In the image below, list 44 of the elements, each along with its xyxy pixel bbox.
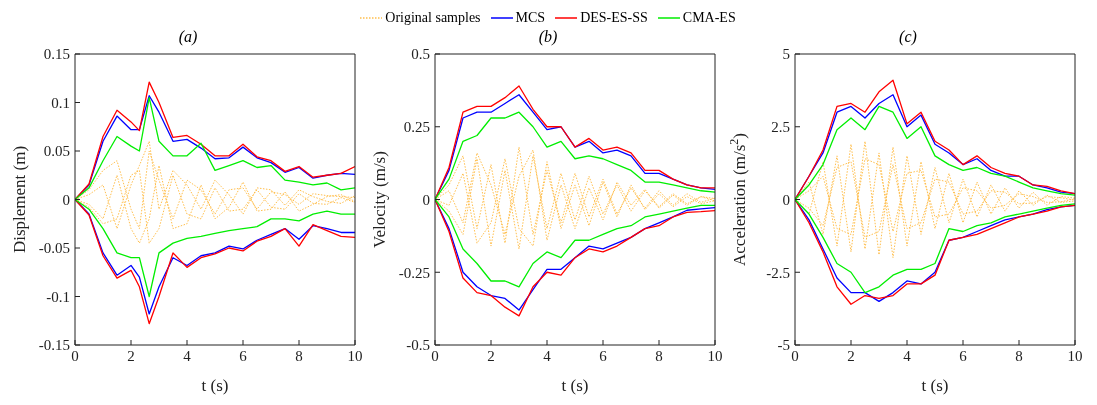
x-tick-label: 2 bbox=[127, 347, 135, 364]
y-tick-label: -0.05 bbox=[38, 240, 70, 257]
y-tick-label: 0 bbox=[782, 191, 790, 208]
x-tick-label: 6 bbox=[959, 347, 968, 364]
x-tick-label: 10 bbox=[347, 347, 363, 364]
x-tick-label: 10 bbox=[1067, 347, 1083, 364]
x-tick-label: 2 bbox=[847, 347, 855, 364]
y-tick-label: 0.15 bbox=[43, 46, 70, 63]
chart-title: (a) bbox=[177, 28, 199, 48]
y-tick-label: 5 bbox=[782, 46, 790, 63]
x-axis-title: t (s) bbox=[921, 376, 949, 395]
y-axis-title: Displement (m) bbox=[10, 145, 29, 254]
x-tick-label: 4 bbox=[183, 347, 192, 364]
y-tick-label: 2.5 bbox=[771, 119, 790, 136]
x-tick-label: 2 bbox=[487, 347, 495, 364]
x-axis-title: t (s) bbox=[201, 376, 229, 395]
y-tick-label: 0.5 bbox=[411, 46, 430, 63]
legend-label: CMA-ES bbox=[682, 10, 736, 26]
y-axis-title: Velocity (m/s) bbox=[370, 151, 389, 248]
legend-label: DES-ES-SS bbox=[580, 10, 648, 26]
legend-label: Original samples bbox=[385, 10, 481, 26]
chart-title: (b) bbox=[537, 28, 559, 48]
legend-label: MCS bbox=[515, 10, 546, 26]
y-tick-label: -0.25 bbox=[398, 264, 430, 281]
y-tick-label: -0.1 bbox=[46, 288, 70, 305]
y-tick-label: -2.5 bbox=[766, 264, 790, 281]
x-tick-label: 8 bbox=[295, 347, 303, 364]
x-tick-label: 8 bbox=[655, 347, 663, 364]
x-tick-label: 8 bbox=[1015, 347, 1023, 364]
y-tick-label: -0.15 bbox=[38, 337, 70, 354]
y-tick-label: -0.5 bbox=[406, 337, 430, 354]
x-tick-label: 4 bbox=[543, 347, 552, 364]
x-tick-label: 6 bbox=[599, 347, 608, 364]
x-tick-label: 10 bbox=[707, 347, 723, 364]
y-tick-label: 0.05 bbox=[43, 143, 70, 160]
x-tick-label: 4 bbox=[903, 347, 912, 364]
x-axis-title: t (s) bbox=[561, 376, 589, 395]
y-tick-label: 0.1 bbox=[51, 94, 70, 111]
chart-title: (c) bbox=[898, 28, 918, 48]
y-tick-label: 0 bbox=[422, 191, 430, 208]
y-tick-label: 0 bbox=[62, 191, 70, 208]
y-tick-label: 0.25 bbox=[403, 119, 430, 136]
x-tick-label: 6 bbox=[239, 347, 248, 364]
y-tick-label: -5 bbox=[777, 337, 790, 354]
